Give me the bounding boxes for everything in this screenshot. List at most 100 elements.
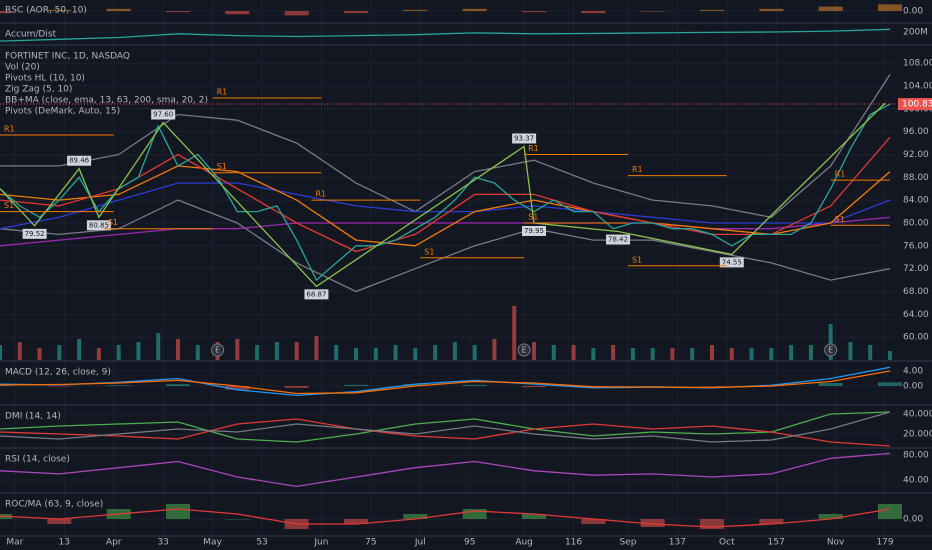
histogram-bar — [759, 8, 784, 11]
y-tick-label: 200M — [903, 28, 928, 38]
y-tick-label: 60.00 — [903, 333, 929, 343]
x-tick-label: 95 — [464, 538, 475, 548]
y-tick-label: 72.00 — [903, 264, 929, 274]
pivot-tag: S1 — [528, 212, 538, 221]
volume-bar — [334, 345, 339, 360]
pivot-label-bg — [304, 289, 329, 300]
series-line — [0, 182, 891, 230]
volume-bar — [274, 342, 279, 360]
pane-title: FORTINET INC, 1D, NASDAQ — [5, 52, 130, 62]
volume-bar — [630, 348, 635, 360]
volume-bar — [591, 348, 596, 360]
volume-bar — [492, 339, 497, 360]
series-line — [0, 370, 891, 395]
series-line — [0, 199, 891, 293]
histogram-bar — [700, 9, 724, 11]
volume-bar — [0, 345, 2, 360]
y-tick-label: 96.00 — [903, 127, 929, 137]
pane-title: RSI (14, close) — [5, 455, 70, 465]
volume-bar — [294, 342, 299, 360]
volume-bar — [472, 345, 477, 360]
pivot-label: 93.37 — [514, 134, 534, 142]
x-tick-label: 137 — [669, 538, 686, 548]
volume-bar — [156, 333, 161, 360]
y-tick-label: 0.00 — [903, 515, 923, 525]
x-tick-label: 157 — [768, 538, 785, 548]
volume-bar — [314, 336, 319, 360]
pivot-label-bg — [22, 228, 47, 239]
histogram-bar — [878, 504, 902, 519]
pivot-tag: S1 — [835, 215, 845, 224]
x-tick-label: 179 — [876, 538, 893, 548]
pivot-tag: S1 — [108, 218, 118, 227]
histogram-bar — [284, 11, 309, 16]
x-tick-label: May — [203, 538, 222, 548]
histogram-bar — [462, 384, 487, 386]
x-tick-label: 53 — [256, 538, 267, 548]
last-price-tag — [898, 98, 932, 111]
volume-bar — [690, 348, 695, 360]
series-line — [0, 136, 891, 253]
histogram-bar — [344, 384, 368, 386]
y-tick-label: 20.0000 — [903, 430, 932, 440]
histogram-bar — [0, 385, 12, 386]
volume-bar — [116, 345, 121, 360]
series-line — [0, 216, 891, 247]
indicator-legend: Pivots HL (10, 10) — [5, 74, 85, 84]
y-tick-label: 64.00 — [903, 310, 929, 320]
x-tick-label: 116 — [565, 538, 582, 548]
x-tick-label: Sep — [619, 538, 636, 548]
volume-bar — [413, 348, 418, 360]
histogram-bar — [47, 519, 72, 524]
histogram-bar — [700, 519, 724, 529]
pivot-label: 79.95 — [524, 227, 544, 235]
y-tick-label: 92.00 — [903, 150, 929, 160]
volume-bar — [393, 345, 398, 360]
volume-bar — [710, 345, 714, 360]
histogram-bar — [462, 509, 487, 519]
series-line — [0, 103, 891, 282]
y-tick-label: 4.00 — [903, 367, 923, 377]
pivot-label: 68.87 — [306, 290, 326, 298]
last-price-label: 100.83 — [902, 100, 932, 110]
pane-title: MACD (12, 26, close, 9) — [5, 368, 111, 378]
series-line — [0, 102, 886, 288]
volume-bar — [354, 348, 358, 360]
x-tick-label: 75 — [365, 538, 376, 548]
histogram-bar — [47, 386, 72, 387]
indicator-legend: Pivots (DeMark, Auto, 15) — [5, 107, 120, 117]
histogram-bar — [640, 386, 665, 387]
x-tick-label: Aug — [515, 538, 533, 548]
earnings-label: E — [522, 346, 527, 355]
volume-bar — [136, 342, 141, 360]
pane-title: RSC (AOR, 50, 10) — [5, 6, 87, 16]
histogram-bar — [344, 519, 368, 524]
pivot-label-bg — [606, 234, 631, 245]
volume-bar — [255, 345, 260, 360]
histogram-bar — [581, 11, 606, 14]
volume-bar — [868, 345, 873, 360]
y-tick-label: 76.00 — [903, 241, 929, 251]
x-tick-label: Oct — [719, 538, 735, 548]
indicator-legend: BB+MA (close, ema, 13, 63, 200, sma, 20,… — [5, 96, 208, 106]
indicator-legend: Zig Zag (5, 10) — [5, 85, 72, 95]
pane-title: DMI (14, 14) — [5, 412, 61, 422]
earnings-marker — [517, 343, 531, 357]
x-tick-label: Mar — [6, 538, 23, 548]
pivot-tag: S1 — [632, 255, 642, 264]
x-tick-label: Jun — [313, 538, 328, 548]
x-tick-label: Nov — [827, 538, 845, 548]
histogram-bar — [522, 11, 546, 13]
y-tick-label: 108.00 — [903, 59, 932, 69]
histogram-bar — [344, 11, 368, 14]
histogram-bar — [403, 514, 428, 519]
y-tick-label: 0.00 — [903, 7, 923, 17]
y-tick-label: 80.00 — [903, 451, 929, 461]
volume-bar — [452, 342, 457, 360]
volume-bar — [433, 345, 438, 360]
histogram-bar — [640, 519, 665, 527]
pivot-label: 80.85 — [89, 221, 109, 229]
pivot-label-bg — [86, 220, 111, 231]
volume-bar — [729, 348, 734, 360]
